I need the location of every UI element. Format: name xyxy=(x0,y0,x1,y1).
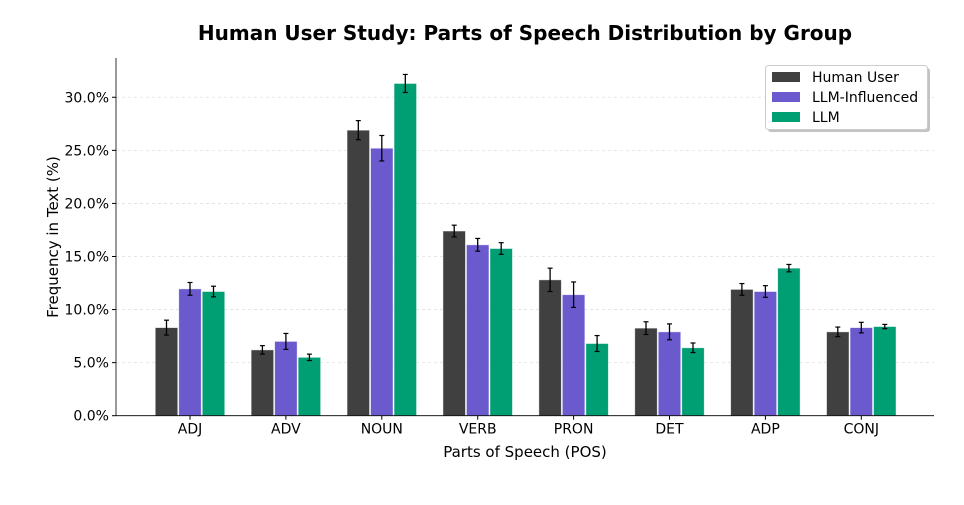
axes: 0.0% 5.0% 10.0% 15.0% 20.0% 25.0% 30.0% ADJ ADV N… xyxy=(65,58,934,438)
x-tick-label: VERB xyxy=(459,422,497,438)
bar-ADV-Human User xyxy=(250,349,275,417)
x-tick-label: ADV xyxy=(271,422,301,438)
legend-swatch-LLM-Influenced xyxy=(772,92,800,102)
bar-ADP-LLM xyxy=(777,267,801,417)
x-axis-label: Parts of Speech (POS) xyxy=(443,443,607,461)
bar-PRON-LLM xyxy=(585,343,609,417)
bar-DET-Human User xyxy=(634,327,658,417)
bar-CONJ-LLM xyxy=(873,326,897,417)
y-tick-label: 30.0% xyxy=(65,90,109,106)
bar-NOUN-LLM xyxy=(393,83,417,417)
bar-PRON-Human User xyxy=(538,279,562,417)
x-tick-label: PRON xyxy=(554,422,594,438)
x-tick-label: DET xyxy=(655,422,684,438)
x-tick-label: NOUN xyxy=(361,422,403,438)
y-tick-label: 20.0% xyxy=(65,196,109,212)
x-tick-label: ADJ xyxy=(178,422,203,438)
y-tick-label: 10.0% xyxy=(65,303,109,319)
bars xyxy=(154,73,897,417)
y-tick-label: 15.0% xyxy=(65,249,109,265)
bar-ADP-LLM-Influenced xyxy=(753,291,778,417)
bar-VERB-LLM xyxy=(489,248,513,417)
bar-ADV-LLM-Influenced xyxy=(274,341,298,417)
bar-DET-LLM xyxy=(681,347,705,417)
legend-label: LLM-Influenced xyxy=(812,90,918,106)
y-tick-label: 5.0% xyxy=(73,356,109,372)
bar-VERB-Human User xyxy=(442,230,466,417)
bar-ADV-LLM xyxy=(297,356,322,417)
legend-label: LLM xyxy=(812,110,840,126)
legend-swatch-Human User xyxy=(772,72,800,82)
bar-ADJ-LLM xyxy=(201,291,226,417)
bar-ADJ-LLM-Influenced xyxy=(178,288,202,417)
bar-CONJ-LLM-Influenced xyxy=(849,327,873,417)
legend-label: Human User xyxy=(812,70,899,86)
legend-swatch-LLM xyxy=(772,112,800,122)
legend: Human User LLM-Influenced LLM xyxy=(765,65,930,132)
grid-lines xyxy=(116,96,934,417)
legend-box xyxy=(765,65,928,130)
bar-NOUN-LLM-Influenced xyxy=(370,147,394,417)
bar-ADP-Human User xyxy=(730,288,754,417)
bar-NOUN-Human User xyxy=(346,129,370,417)
chart-title: Human User Study: Parts of Speech Distri… xyxy=(198,21,852,45)
bar-VERB-LLM-Influenced xyxy=(466,244,490,417)
x-tick-label: CONJ xyxy=(844,422,879,438)
bar-CONJ-Human User xyxy=(826,331,850,417)
y-tick-label: 25.0% xyxy=(65,143,109,159)
bar-DET-LLM-Influenced xyxy=(657,331,682,417)
y-axis-label: Frequency in Text (%) xyxy=(44,156,62,318)
bar-PRON-LLM-Influenced xyxy=(561,294,586,417)
y-tick-label: 0.0% xyxy=(73,409,109,425)
x-tick-label: ADP xyxy=(751,422,780,438)
bar-ADJ-Human User xyxy=(154,327,179,417)
